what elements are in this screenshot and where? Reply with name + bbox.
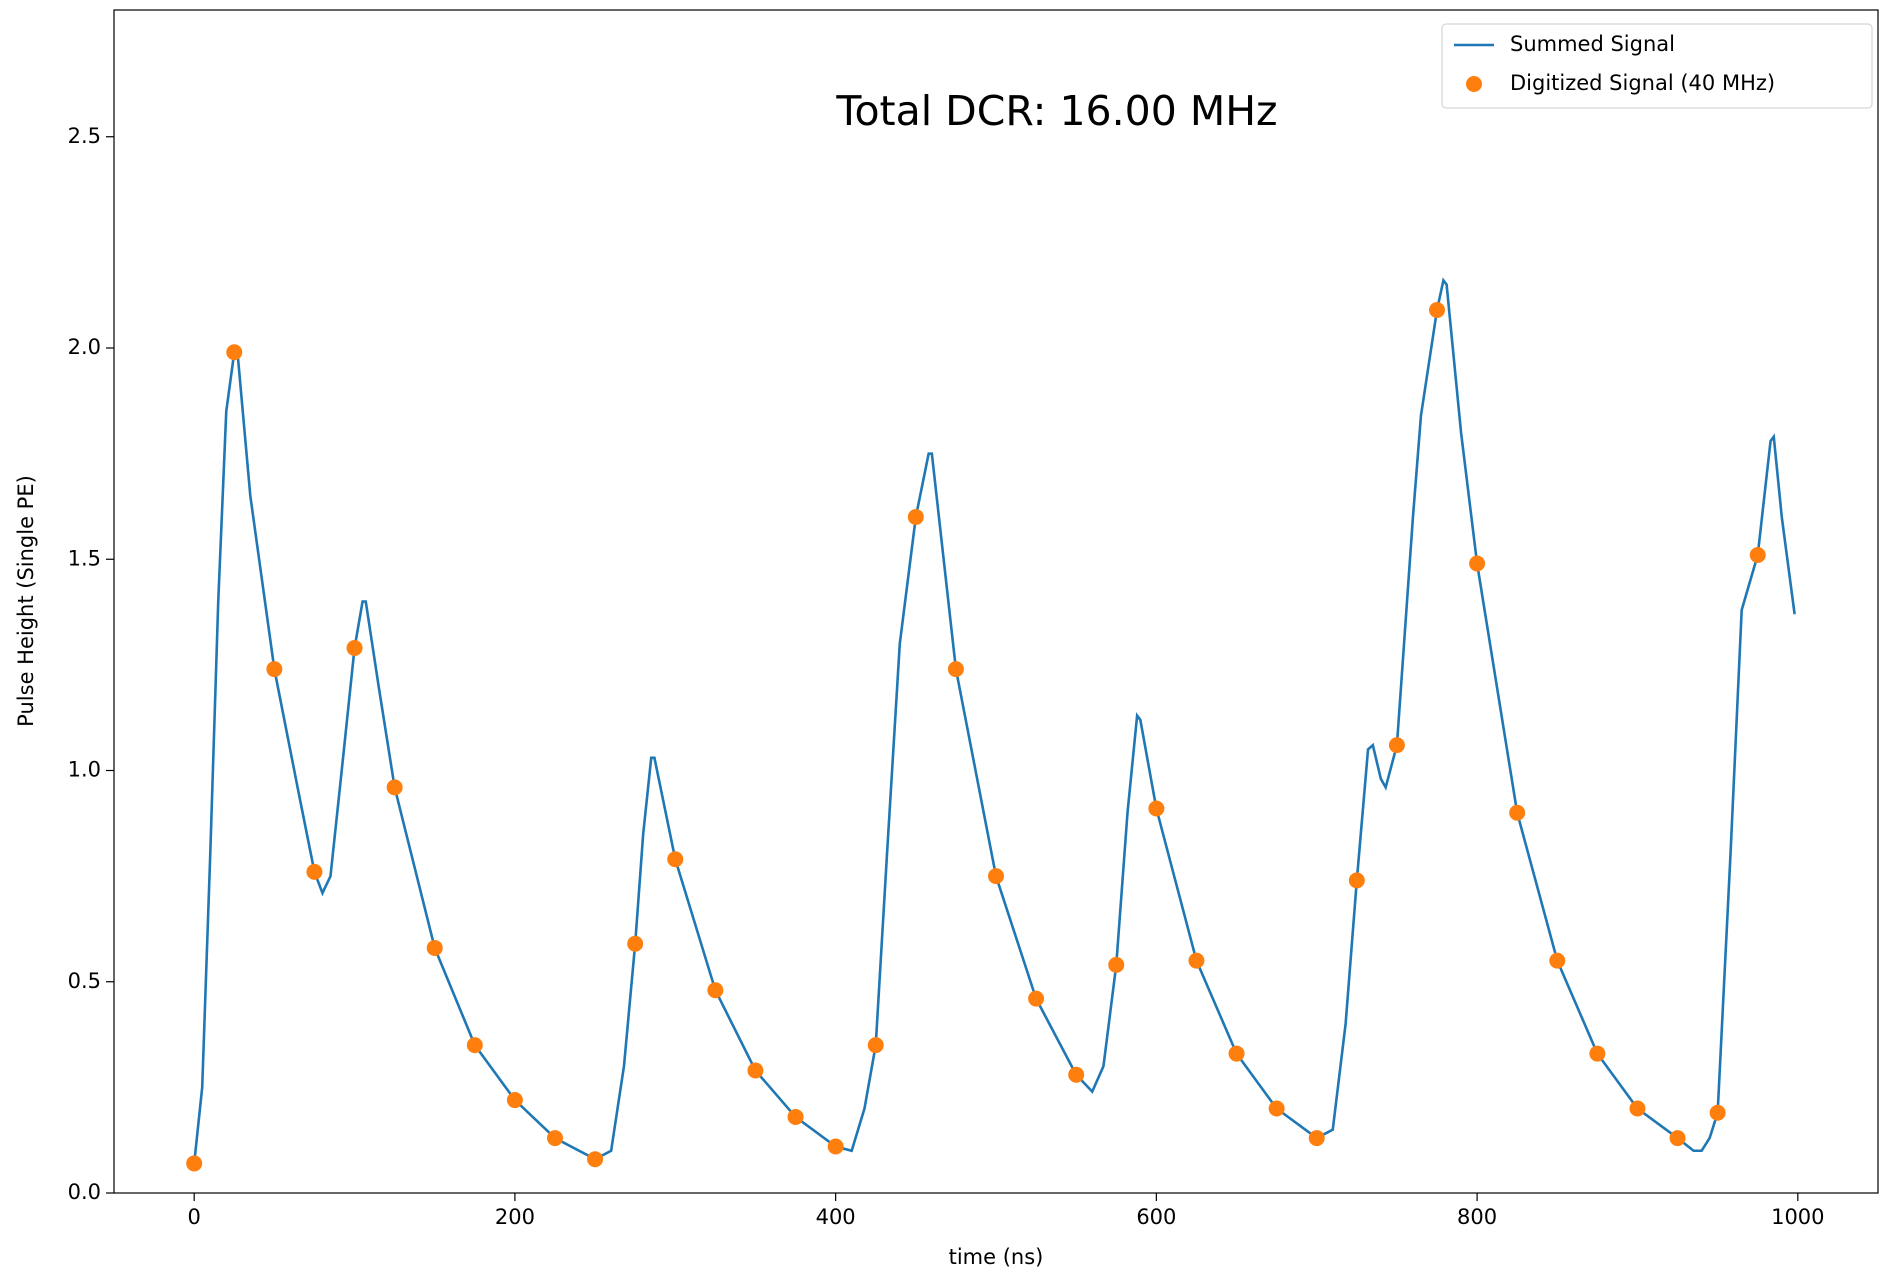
sample-point [947, 661, 964, 678]
sample-point [1188, 952, 1205, 969]
sample-point [907, 509, 924, 525]
sample-point [988, 868, 1004, 885]
sample-point [667, 851, 684, 868]
x-tick-label: 800 [1457, 1205, 1497, 1229]
sample-point [587, 1151, 604, 1168]
x-tick-label: 1000 [1771, 1205, 1824, 1229]
sample-point [827, 1138, 844, 1155]
x-tick-label: 0 [187, 1205, 200, 1229]
y-tick-label: 0.0 [68, 1180, 101, 1204]
sample-point [386, 779, 403, 796]
x-tick-label: 600 [1136, 1205, 1176, 1229]
sample-point [1669, 1130, 1686, 1147]
sample-point [226, 344, 243, 361]
legend-label: Digitized Signal (40 MHz) [1510, 71, 1775, 95]
sample-point [1108, 956, 1125, 973]
sample-point [787, 1108, 804, 1125]
sample-point [1028, 990, 1045, 1007]
x-tick-label: 200 [495, 1205, 535, 1229]
legend-box [1441, 23, 1873, 109]
sample-point [1709, 1104, 1726, 1121]
sample-point [306, 863, 323, 880]
sample-point [1429, 301, 1445, 318]
sample-point [1268, 1100, 1285, 1117]
sample-point [1308, 1130, 1325, 1147]
y-tick-label: 0.5 [68, 969, 101, 993]
sample-point [466, 1037, 483, 1054]
sample-point [707, 982, 724, 999]
x-tick-label: 400 [816, 1205, 856, 1229]
sample-point [867, 1037, 884, 1054]
signal-line [192, 277, 1796, 1164]
sample-point [1348, 872, 1365, 889]
sample-point [1068, 1066, 1085, 1083]
y-axis-label: Pulse Height (Single PE) [14, 475, 38, 727]
sample-point [627, 935, 644, 952]
y-tick-label: 1.5 [68, 546, 101, 570]
sample-point [1228, 1045, 1245, 1062]
sample-point [1469, 555, 1486, 572]
legend-label: Summed Signal [1510, 32, 1675, 56]
plot-frame [113, 9, 1879, 1194]
sample-point [1589, 1045, 1606, 1062]
sample-point [1509, 804, 1526, 821]
sample-point [547, 1130, 563, 1147]
y-tick-label: 2.5 [68, 124, 101, 148]
sample-point [266, 661, 283, 678]
sample-point [1629, 1100, 1646, 1117]
annotation: Total DCR: 16.00 MHz [835, 87, 1277, 135]
y-tick-label: 2.0 [68, 335, 101, 359]
sample-point [747, 1062, 764, 1079]
sample-point [186, 1155, 203, 1172]
sample-point [1148, 800, 1165, 817]
x-axis-label: time (ns) [949, 1245, 1044, 1269]
sample-point [1388, 737, 1405, 754]
sample-point [1749, 547, 1766, 564]
y-tick-label: 1.0 [68, 758, 101, 782]
sample-point [506, 1092, 523, 1109]
legend-marker [1466, 76, 1482, 92]
sample-point [346, 639, 363, 656]
sample-point [1549, 952, 1566, 969]
sample-point [426, 939, 443, 956]
